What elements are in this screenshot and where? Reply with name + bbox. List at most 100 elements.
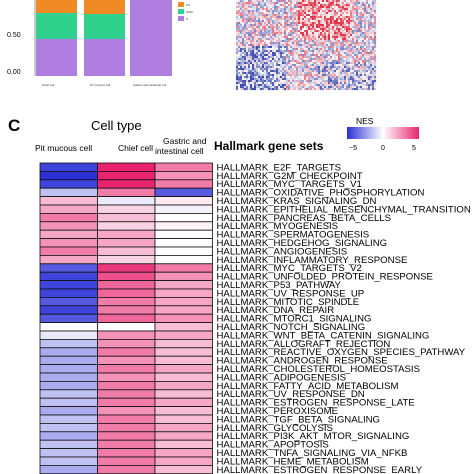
expression-cell [276,14,279,17]
expression-cell [364,20,367,23]
expression-cell [284,72,287,75]
expression-cell [366,38,369,41]
expression-cell [262,28,265,31]
expression-cell [284,4,287,7]
expression-cell [268,0,271,3]
expression-cell [366,82,369,85]
expression-cell [298,34,301,37]
expression-cell [258,64,261,67]
heatmap-cell [97,179,156,189]
expression-cell [360,64,363,67]
heatmap-cell [39,204,98,214]
expression-cell [332,56,335,59]
expression-cell [334,32,337,35]
expression-cell [272,82,275,85]
expression-cell [280,18,283,21]
expression-cell [244,42,247,45]
expression-cell [306,24,309,27]
expression-cell [252,62,255,65]
expression-cell [348,46,351,49]
expression-cell [372,48,375,51]
expression-cell [334,40,337,43]
expression-cell [240,60,243,63]
expression-cell [330,26,333,29]
expression-cell [366,6,369,9]
expression-cell [366,26,369,29]
heatmap-cell [39,330,98,340]
expression-cell [346,86,349,89]
expression-cell [328,0,331,3]
expression-cell [290,54,293,57]
expression-cell [310,24,313,27]
expression-cell [236,56,239,59]
expression-cell [312,52,315,55]
expression-cell [326,46,329,49]
expression-cell [304,42,307,45]
expression-cell [352,60,355,63]
expression-cell [360,72,363,75]
expression-cell [246,82,249,85]
expression-cell [302,26,305,29]
expression-cell [346,42,349,45]
expression-cell [242,20,245,23]
expression-cell [346,58,349,61]
expression-cell [356,20,359,23]
expression-cell [260,84,263,87]
expression-cell [366,12,369,15]
expression-cell [344,40,347,43]
expression-cell [366,30,369,33]
expression-cell [306,32,309,35]
expression-cell [310,78,313,81]
expression-cell [358,10,361,13]
expression-cell [292,84,295,87]
expression-cell [310,8,313,11]
expression-cell [254,72,257,75]
expression-cell [238,78,241,81]
expression-cell [304,78,307,81]
expression-cell [348,36,351,39]
expression-cell [324,64,327,67]
expression-cell [332,62,335,65]
expression-cell [274,80,277,83]
expression-cell [362,14,365,17]
expression-cell [370,40,373,43]
expression-cell [346,14,349,17]
expression-cell [288,76,291,79]
expression-cell [344,10,347,13]
expression-cell [356,66,359,69]
expression-cell [292,88,295,91]
expression-cell [302,68,305,71]
expression-cell [292,4,295,7]
expression-cell [344,58,347,61]
expression-cell [344,16,347,19]
expression-cell [316,84,319,87]
expression-cell [256,68,259,71]
expression-cell [306,68,309,71]
expression-cell [356,72,359,75]
expression-cell [260,2,263,5]
expression-cell [272,70,275,73]
expression-cell [334,44,337,47]
expression-cell [316,30,319,33]
expression-cell [276,64,279,67]
expression-cell [280,4,283,7]
expression-cell [322,28,325,31]
expression-cell [350,36,353,39]
expression-cell [258,14,261,17]
expression-cell [268,24,271,27]
legend-label: G2M [186,10,193,14]
gene-set-label: HALLMARK_ESTROGEN_RESPONSE_LATE [217,398,415,409]
expression-cell [344,42,347,45]
expression-cell [302,84,305,87]
expression-cell [294,68,297,71]
expression-cell [312,80,315,83]
expression-cell [306,20,309,23]
expression-cell [258,0,261,3]
expression-cell [312,86,315,89]
expression-cell [346,10,349,13]
expression-cell [290,44,293,47]
expression-cell [244,56,247,59]
expression-cell [330,14,333,17]
expression-cell [266,0,269,3]
expression-cell [312,64,315,67]
